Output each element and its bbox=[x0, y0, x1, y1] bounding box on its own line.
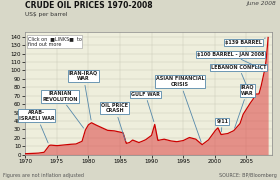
Text: Figures are not inflation adjusted: Figures are not inflation adjusted bbox=[3, 173, 84, 178]
Text: IRANIAN
REVOLUTION: IRANIAN REVOLUTION bbox=[42, 91, 83, 128]
Text: IRAQ
WAR: IRAQ WAR bbox=[235, 85, 254, 128]
Text: GULF WAR: GULF WAR bbox=[131, 92, 160, 122]
Text: SOURCE: BP/Bloomberg: SOURCE: BP/Bloomberg bbox=[219, 173, 277, 178]
Text: IRAN-IRAQ
WAR: IRAN-IRAQ WAR bbox=[69, 71, 98, 120]
Text: Click on  ■LINKS■  to
find out more: Click on ■LINKS■ to find out more bbox=[28, 36, 81, 47]
Text: ASIAN FINANCIAL
CRISIS: ASIAN FINANCIAL CRISIS bbox=[156, 76, 204, 142]
Text: $139 BARREL: $139 BARREL bbox=[225, 38, 265, 45]
Text: $100 BARREL - JAN 2008: $100 BARREL - JAN 2008 bbox=[197, 52, 264, 69]
Text: June 2008: June 2008 bbox=[248, 1, 277, 6]
Text: US$ per barrel: US$ per barrel bbox=[25, 12, 68, 17]
Text: LEBANON CONFLICT: LEBANON CONFLICT bbox=[211, 65, 267, 97]
Text: ARAB-
ISRAELI WAR: ARAB- ISRAELI WAR bbox=[19, 110, 54, 143]
Text: OIL PRICE
CRASH: OIL PRICE CRASH bbox=[101, 103, 129, 141]
Text: CRUDE OIL PRICES 1970-2008: CRUDE OIL PRICES 1970-2008 bbox=[25, 1, 153, 10]
Text: 9/11: 9/11 bbox=[216, 119, 228, 132]
